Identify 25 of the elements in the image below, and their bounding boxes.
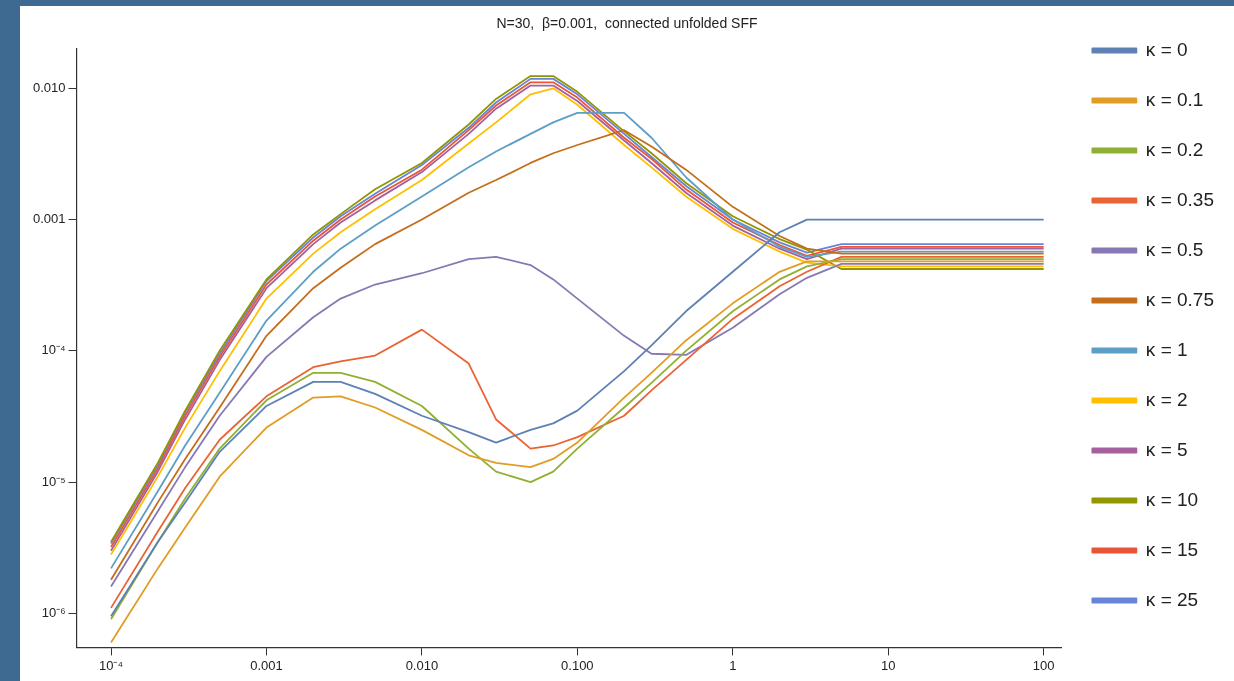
x-tick-label: 0.001: [250, 657, 283, 673]
chart-title: N=30, β=0.001, connected unfolded SFF: [496, 15, 758, 32]
legend-label: κ = 25: [1145, 588, 1199, 610]
y-tick-label: 10⁻⁴: [41, 342, 66, 358]
y-tick-label: 0.010: [32, 79, 66, 95]
x-tick-label: 0.100: [561, 657, 594, 673]
legend-label: κ = 15: [1145, 538, 1199, 560]
legend-label: κ = 5: [1145, 438, 1188, 460]
legend-label: κ = 0.5: [1145, 238, 1204, 260]
legend-label: κ = 2: [1145, 388, 1188, 410]
legend-label: κ = 1: [1145, 338, 1188, 360]
y-tick-label: 10⁻⁵: [41, 473, 66, 489]
y-tick-label: 10⁻⁶: [41, 604, 66, 620]
legend-label: κ = 0: [1145, 38, 1188, 60]
x-tick-label: 0.010: [405, 657, 439, 673]
legend-label: κ = 0.35: [1145, 188, 1215, 210]
legend-label: κ = 0.75: [1145, 288, 1215, 310]
x-tick-label: 100: [1032, 657, 1055, 673]
x-tick-label: 10⁻⁴: [98, 657, 124, 673]
legend-label: κ = 0.1: [1145, 88, 1204, 110]
x-tick-label: 1: [729, 657, 737, 673]
x-tick-label: 10: [880, 657, 896, 673]
legend-label: κ = 0.2: [1145, 138, 1204, 160]
legend-label: κ = 10: [1145, 488, 1199, 510]
y-tick-label: 0.001: [32, 211, 66, 227]
